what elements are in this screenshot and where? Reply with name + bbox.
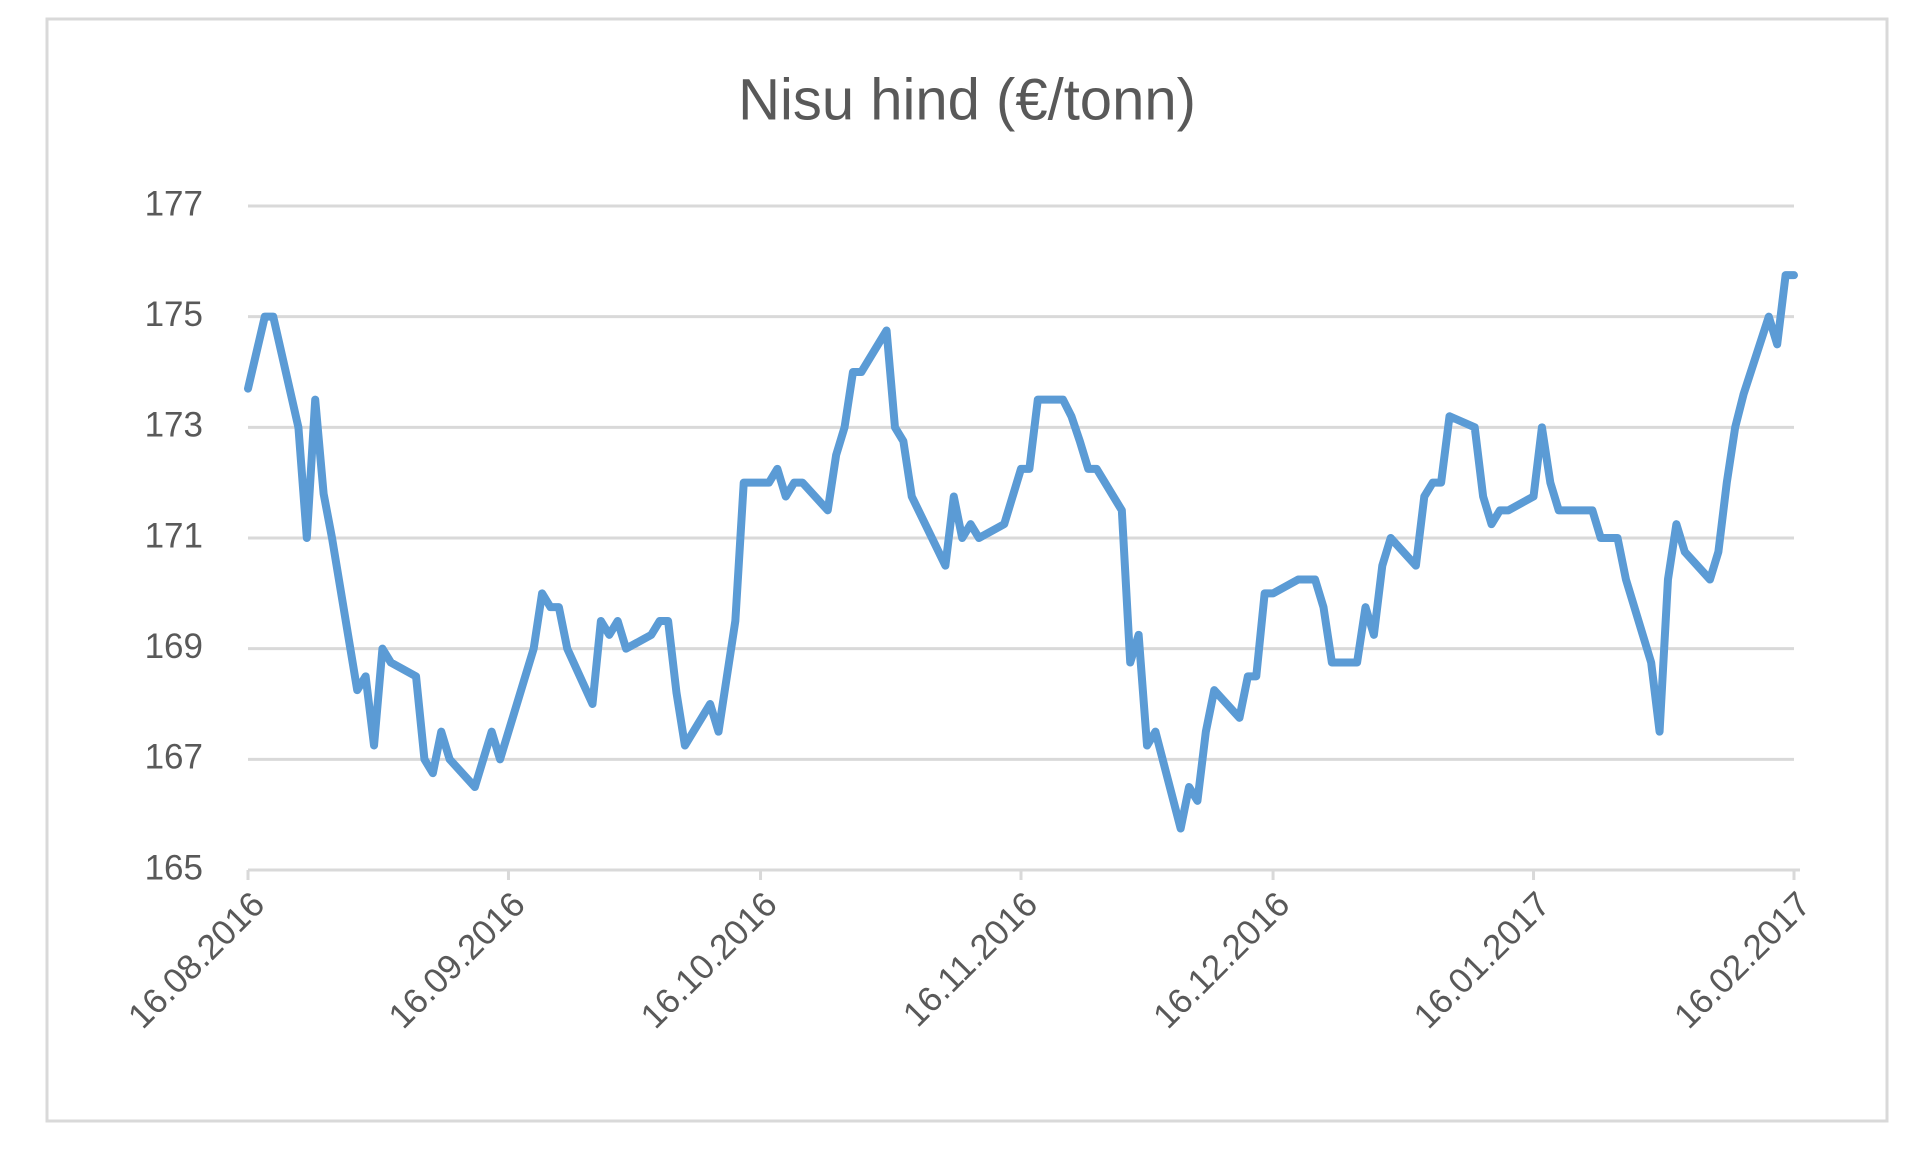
y-tick-label: 171 <box>145 516 203 555</box>
y-tick-label: 165 <box>145 848 203 887</box>
y-tick-label: 167 <box>145 738 203 777</box>
price-line <box>244 271 1798 833</box>
y-tick-label: 177 <box>145 184 203 223</box>
y-tick-label: 175 <box>145 295 203 334</box>
chart-border <box>45 17 1889 1123</box>
y-tick-label: 169 <box>145 627 203 666</box>
chart-title: Nisu hind (€/tonn) <box>738 67 1196 132</box>
y-tick-label: 173 <box>145 406 203 445</box>
